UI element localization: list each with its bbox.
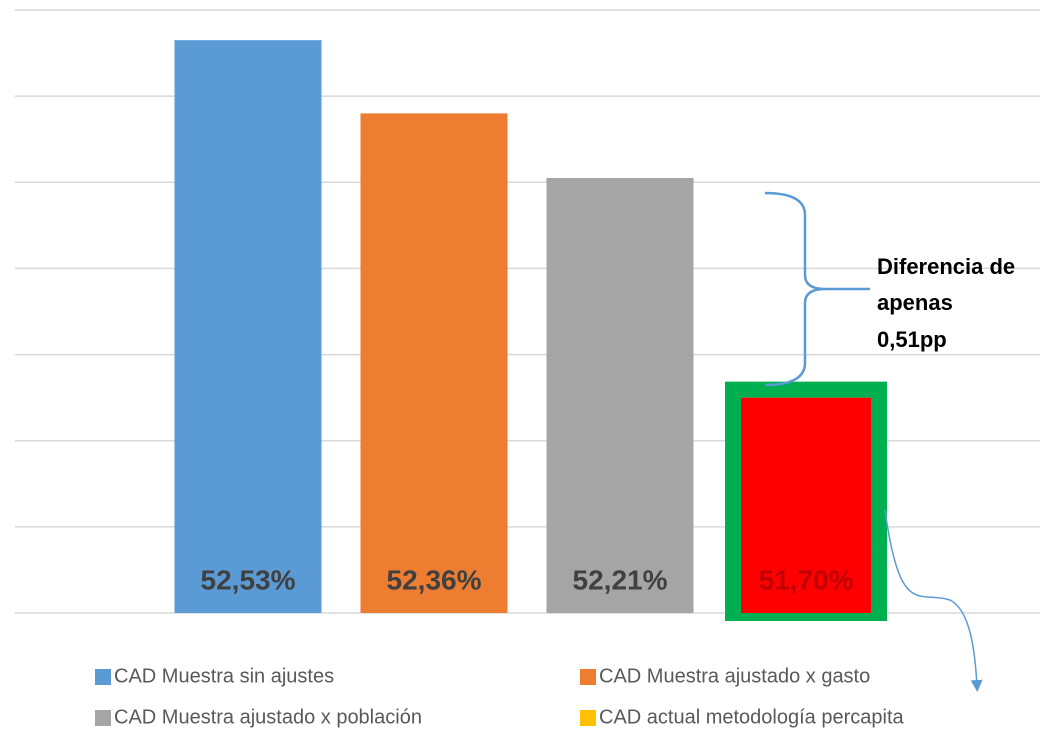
legend-label: CAD Muestra ajustado x gasto (599, 665, 870, 687)
annotation: apenas (877, 290, 953, 315)
bar (741, 397, 871, 613)
legend-swatch (580, 669, 596, 685)
brace (764, 191, 870, 387)
bars: 52,53% 52,36% 52,21% 51,70% (174, 40, 887, 621)
value-label: 52,21% (573, 564, 668, 595)
bar (546, 177, 694, 613)
bar (360, 113, 508, 613)
value-label: 51,70% (759, 564, 854, 595)
arrow (884, 509, 983, 692)
legend-swatch (95, 669, 111, 685)
bar (174, 40, 322, 613)
legend-swatch (95, 710, 111, 726)
annotation: Diferencia de (877, 254, 1015, 279)
legend-label: CAD Muestra sin ajustes (114, 665, 334, 687)
legend-label: CAD Muestra ajustado x población (114, 706, 422, 728)
legend-swatch (580, 710, 596, 726)
value-label: 52,53% (201, 564, 296, 595)
legend-label: CAD actual metodología percapita (599, 706, 904, 728)
value-label: 52,36% (387, 564, 482, 595)
annotation: 0,51pp (877, 327, 947, 352)
